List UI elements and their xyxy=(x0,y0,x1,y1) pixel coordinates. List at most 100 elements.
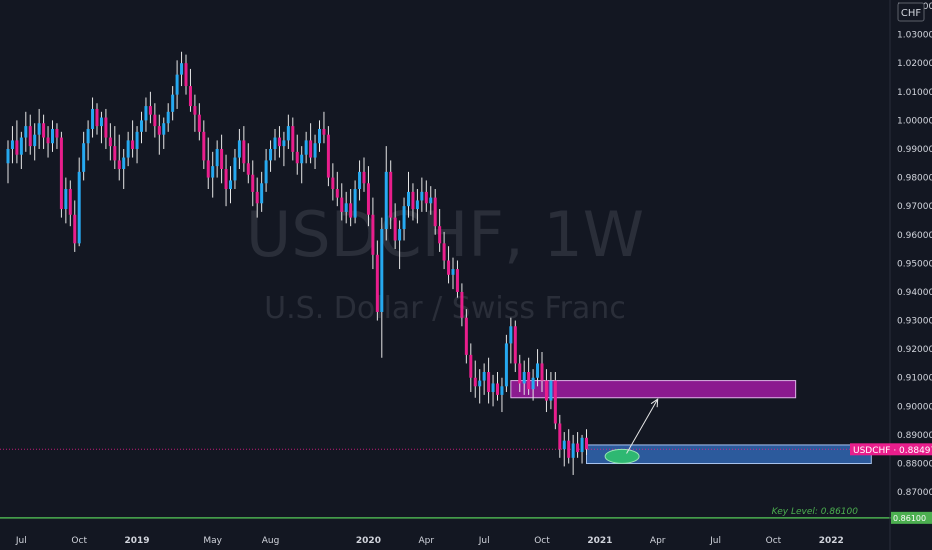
candle[interactable] xyxy=(135,126,139,164)
candle[interactable] xyxy=(562,432,566,467)
symbol-badge[interactable]: CHF xyxy=(897,2,925,22)
candle[interactable] xyxy=(442,231,446,270)
candle[interactable] xyxy=(188,68,192,112)
candle[interactable] xyxy=(371,197,375,270)
candle[interactable] xyxy=(340,183,344,221)
candle[interactable] xyxy=(531,369,535,401)
candle[interactable] xyxy=(64,177,68,224)
candle[interactable] xyxy=(469,343,473,393)
candle[interactable] xyxy=(260,171,264,212)
candle[interactable] xyxy=(33,123,37,161)
candle[interactable] xyxy=(144,97,148,132)
candle[interactable] xyxy=(6,140,10,184)
candle[interactable] xyxy=(362,157,366,192)
candle[interactable] xyxy=(366,166,370,227)
candle[interactable] xyxy=(513,320,517,373)
price-axis[interactable]: 1.040001.030001.020001.010001.000000.990… xyxy=(850,2,932,524)
candle[interactable] xyxy=(91,97,95,138)
candle[interactable] xyxy=(375,240,379,321)
candle[interactable] xyxy=(140,111,143,144)
candle[interactable] xyxy=(206,137,210,190)
candle[interactable] xyxy=(447,246,451,284)
candle[interactable] xyxy=(358,160,362,201)
candle[interactable] xyxy=(300,146,304,184)
candle[interactable] xyxy=(393,203,397,250)
candle[interactable] xyxy=(19,131,23,169)
candle[interactable] xyxy=(15,120,19,164)
candle[interactable] xyxy=(491,374,495,407)
candle[interactable] xyxy=(567,429,571,464)
candle[interactable] xyxy=(407,171,410,218)
candle[interactable] xyxy=(398,220,402,270)
candle[interactable] xyxy=(464,309,468,364)
candle[interactable] xyxy=(233,148,237,190)
candle[interactable] xyxy=(229,166,232,204)
candle[interactable] xyxy=(51,120,54,152)
candle[interactable] xyxy=(10,126,14,164)
candle[interactable] xyxy=(37,108,41,149)
candle[interactable] xyxy=(420,177,424,212)
candle[interactable] xyxy=(157,114,161,155)
candle[interactable] xyxy=(344,191,348,224)
candle[interactable] xyxy=(184,54,188,95)
candle[interactable] xyxy=(215,140,219,178)
candle[interactable] xyxy=(99,111,103,144)
candle[interactable] xyxy=(122,148,126,190)
candle[interactable] xyxy=(291,117,295,161)
candle[interactable] xyxy=(286,114,290,149)
candle[interactable] xyxy=(544,369,548,413)
candle[interactable] xyxy=(224,154,228,207)
candle[interactable] xyxy=(482,363,486,395)
candle[interactable] xyxy=(104,108,108,149)
candle[interactable] xyxy=(318,120,321,152)
candle[interactable] xyxy=(380,217,384,358)
candle[interactable] xyxy=(242,126,246,172)
candle[interactable] xyxy=(384,146,388,241)
candle[interactable] xyxy=(171,86,175,121)
candle[interactable] xyxy=(522,360,526,395)
candle[interactable] xyxy=(246,143,250,184)
candle[interactable] xyxy=(540,352,544,393)
candle[interactable] xyxy=(113,126,117,169)
candle[interactable] xyxy=(264,148,268,192)
candle[interactable] xyxy=(197,103,201,141)
candle[interactable] xyxy=(108,123,112,161)
candle[interactable] xyxy=(389,160,393,230)
candle[interactable] xyxy=(415,189,419,224)
candle[interactable] xyxy=(148,91,152,124)
candle[interactable] xyxy=(131,120,135,158)
candle[interactable] xyxy=(571,434,575,475)
candle[interactable] xyxy=(237,128,241,169)
candle[interactable] xyxy=(77,157,81,247)
candle[interactable] xyxy=(326,126,330,187)
candle[interactable] xyxy=(500,377,504,413)
candle[interactable] xyxy=(438,209,442,252)
candle[interactable] xyxy=(576,432,580,458)
candle[interactable] xyxy=(518,354,522,393)
candle[interactable] xyxy=(487,357,491,404)
candle[interactable] xyxy=(455,260,459,298)
candle[interactable] xyxy=(269,140,273,172)
candle[interactable] xyxy=(433,189,437,235)
candle[interactable] xyxy=(411,183,415,221)
candle[interactable] xyxy=(153,103,157,138)
candle[interactable] xyxy=(527,357,531,395)
candle[interactable] xyxy=(68,180,72,227)
candle[interactable] xyxy=(496,372,499,401)
candle[interactable] xyxy=(295,134,299,175)
candle[interactable] xyxy=(117,134,121,181)
candle[interactable] xyxy=(549,372,553,410)
candle[interactable] xyxy=(349,189,353,227)
candlestick-series[interactable] xyxy=(6,51,589,475)
candle[interactable] xyxy=(313,134,317,169)
candle[interactable] xyxy=(585,429,588,455)
candle[interactable] xyxy=(193,94,197,132)
candle[interactable] xyxy=(580,434,584,464)
candle[interactable] xyxy=(126,131,130,167)
candle[interactable] xyxy=(322,111,326,144)
candle[interactable] xyxy=(28,114,32,155)
candle[interactable] xyxy=(202,120,206,169)
candle[interactable] xyxy=(335,171,339,207)
candle[interactable] xyxy=(166,103,170,132)
